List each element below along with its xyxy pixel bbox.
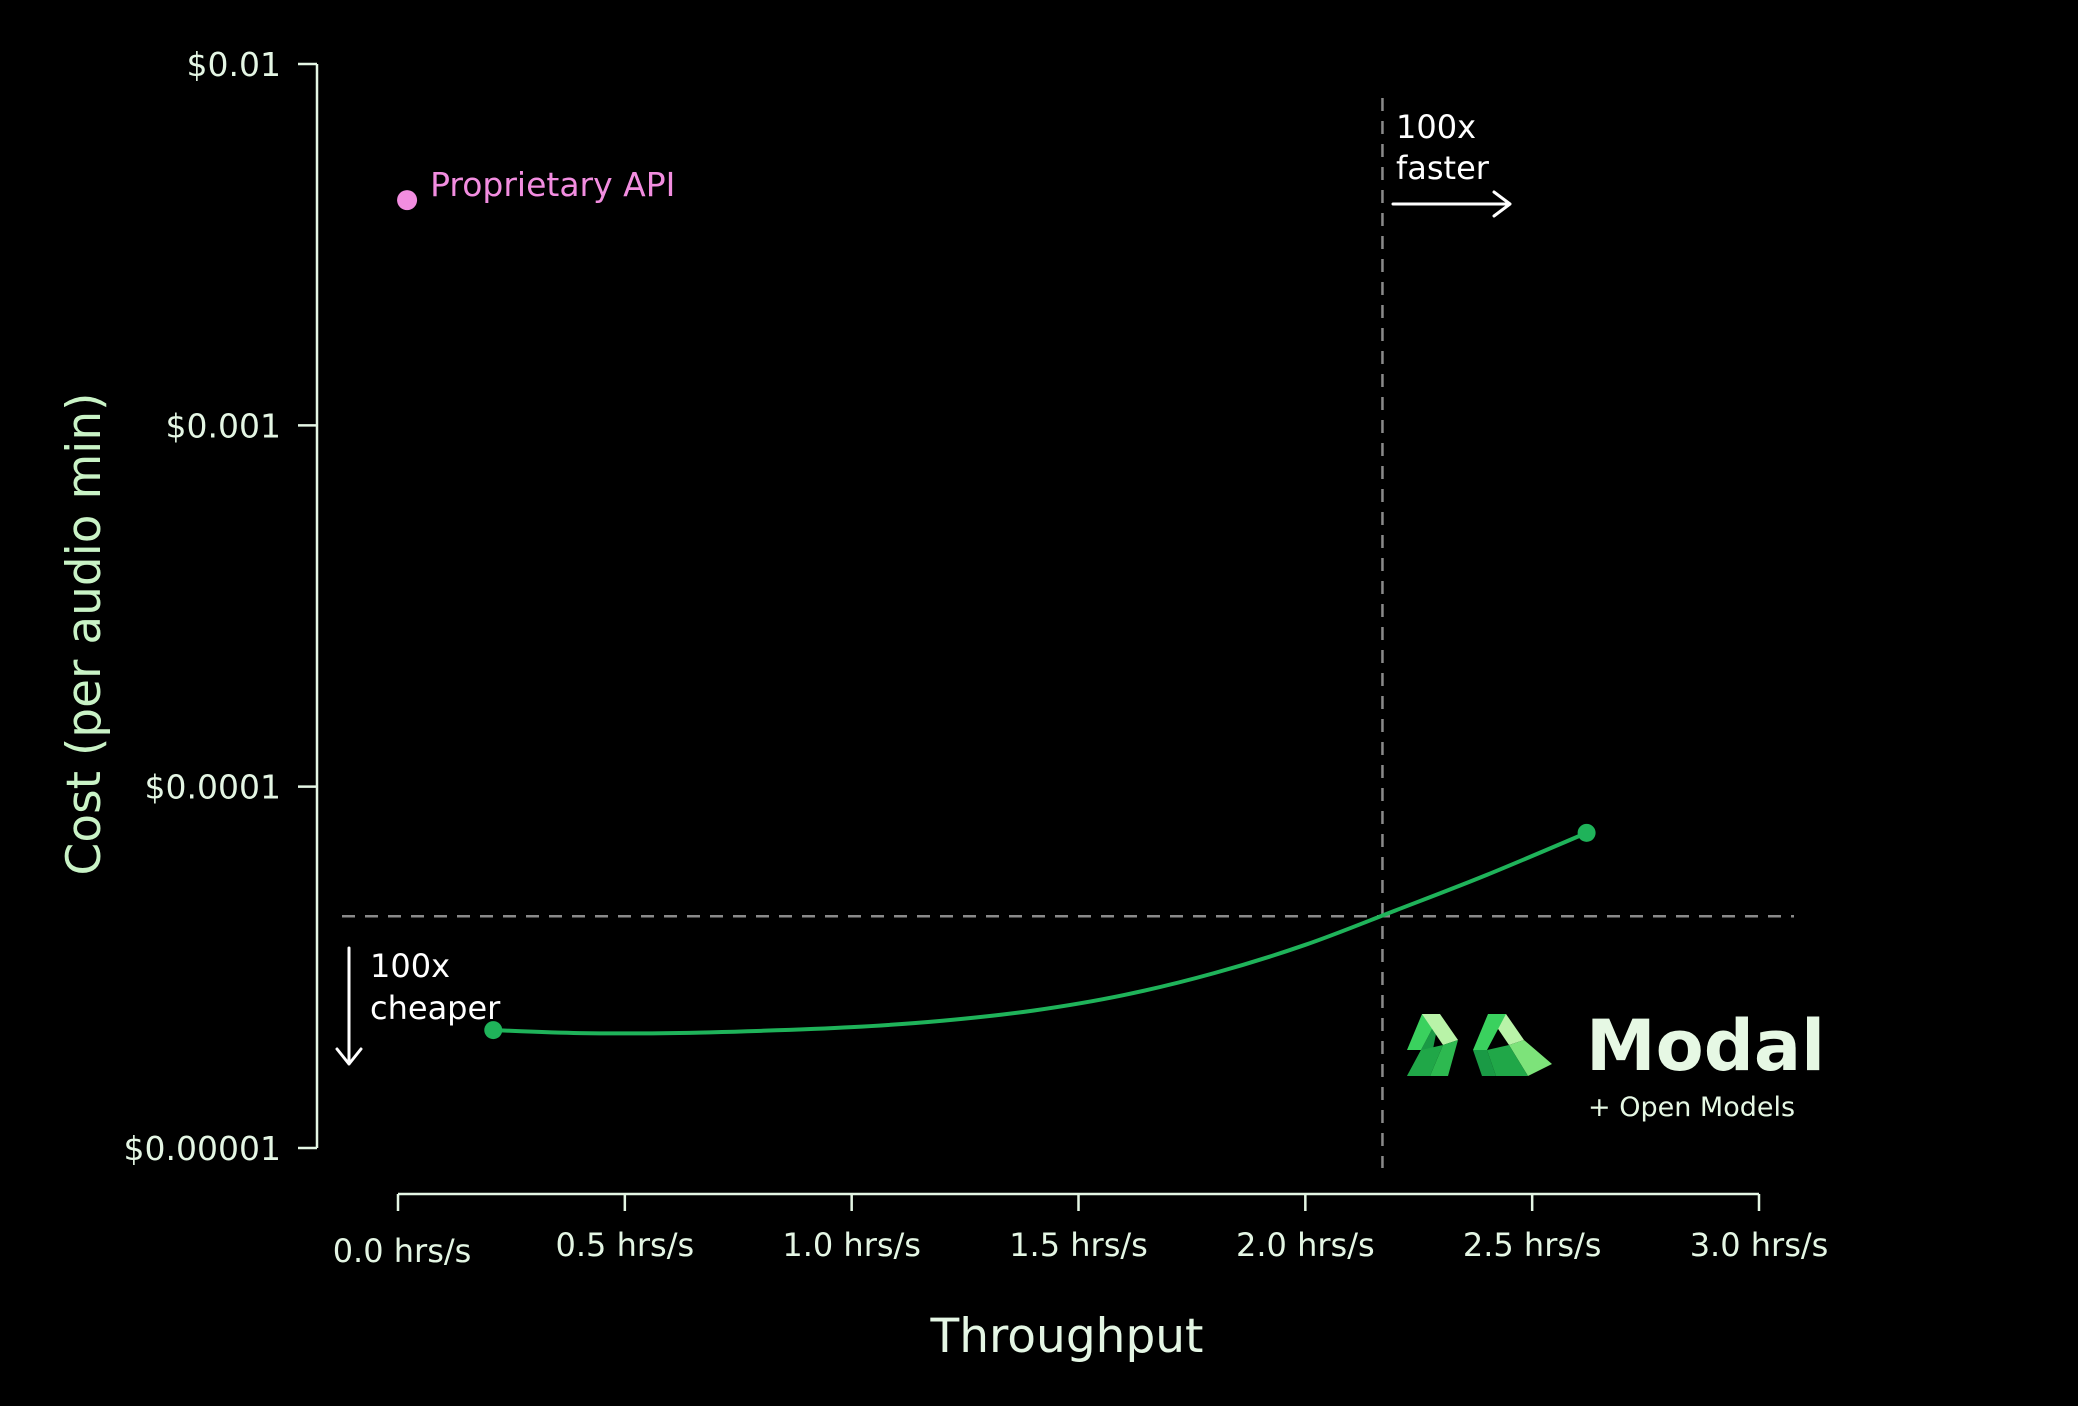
x-axis-title: Throughput [929,1309,1203,1364]
x-tick-label: 0.0 hrs/s [333,1232,472,1270]
x-tick-label: 3.0 hrs/s [1690,1226,1829,1264]
annotation-faster-line2: faster [1396,149,1490,187]
y-tick-label: $0.001 [166,406,281,445]
y-tick-label: $0.01 [187,45,281,84]
series-endpoint-end [1577,823,1596,842]
x-tick-label: 2.0 hrs/s [1236,1226,1375,1264]
annotation-cheaper-line2: cheaper [370,989,501,1027]
reference-lines [342,98,1794,1168]
series: Proprietary API [397,165,1596,1040]
scatter-label-proprietary-api: Proprietary API [430,165,675,204]
annotation-cheaper: 100x cheaper [335,946,501,1066]
x-tick-label: 2.5 hrs/s [1463,1226,1602,1264]
y-tick-label: $0.00001 [124,1129,281,1168]
right-arrow-icon [1391,190,1512,218]
x-tick-label: 0.5 hrs/s [556,1226,695,1264]
annotation-faster-line1: 100x [1396,108,1476,146]
series-endpoint-start [484,1021,503,1040]
down-arrow-icon [335,946,363,1066]
modal-logo-subtitle: + Open Models [1588,1092,1795,1123]
x-tick-label: 1.0 hrs/s [782,1226,921,1264]
annotation-faster: 100x faster [1391,108,1512,218]
series-line-modal [491,830,1589,1036]
modal-logo: Modal + Open Models [1407,1005,1825,1123]
modal-logo-name: Modal [1586,1005,1825,1087]
x-tick-label: 1.5 hrs/s [1009,1226,1148,1264]
y-axis-title: Cost (per audio min) [57,393,112,876]
modal-logo-icon [1407,1014,1552,1076]
axes: $0.01 $0.001 $0.0001 $0.00001 0.0 hrs/s 0.5 h… [124,45,1829,1270]
labels: Throughput Cost (per audio min) [57,393,1204,1364]
annotation-cheaper-line1: 100x [370,947,450,985]
y-tick-label: $0.0001 [145,768,281,807]
scatter-point-proprietary-api [397,190,418,211]
